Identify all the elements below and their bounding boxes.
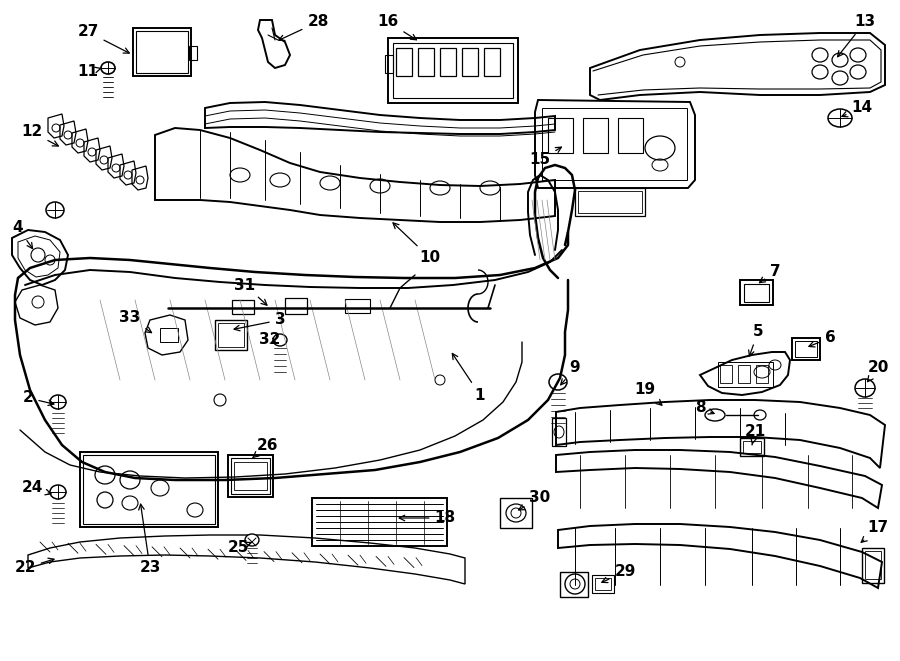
Bar <box>312 498 447 546</box>
Text: 32: 32 <box>259 332 281 348</box>
Bar <box>285 298 307 314</box>
Bar <box>136 31 188 73</box>
Text: 27: 27 <box>77 24 130 53</box>
Ellipse shape <box>46 202 64 218</box>
Bar <box>595 578 611 590</box>
Bar <box>560 572 588 597</box>
Ellipse shape <box>245 534 259 546</box>
Text: 30: 30 <box>518 490 551 510</box>
Bar <box>218 323 244 347</box>
Bar <box>552 418 566 446</box>
Text: 13: 13 <box>838 15 876 57</box>
Bar <box>396 48 412 76</box>
Bar <box>795 341 817 357</box>
Text: 8: 8 <box>695 401 714 416</box>
Bar <box>133 28 191 76</box>
Bar <box>234 462 267 490</box>
Bar <box>80 452 218 527</box>
Bar <box>231 458 270 494</box>
Text: 25: 25 <box>228 541 251 555</box>
Ellipse shape <box>101 62 115 74</box>
Bar <box>345 299 370 313</box>
Text: 23: 23 <box>139 504 161 576</box>
Bar <box>440 48 456 76</box>
Text: 28: 28 <box>279 15 328 40</box>
Text: 14: 14 <box>842 100 873 117</box>
Text: 3: 3 <box>234 313 285 330</box>
Bar <box>740 438 764 456</box>
Bar <box>575 188 645 216</box>
Text: 1: 1 <box>453 354 485 403</box>
Bar <box>228 455 273 497</box>
Text: 15: 15 <box>529 147 562 167</box>
Text: 21: 21 <box>744 424 766 445</box>
Bar <box>189 46 197 60</box>
Ellipse shape <box>50 485 66 499</box>
Bar <box>462 48 478 76</box>
Text: 2: 2 <box>22 391 54 405</box>
Bar <box>548 118 573 153</box>
Bar <box>862 548 884 583</box>
Bar <box>578 191 642 213</box>
Text: 24: 24 <box>22 481 51 496</box>
Text: 12: 12 <box>22 124 58 146</box>
Bar <box>232 300 254 314</box>
Bar <box>484 48 500 76</box>
Text: 22: 22 <box>14 558 54 576</box>
Text: 26: 26 <box>253 438 279 457</box>
Bar <box>740 280 773 305</box>
Bar <box>865 551 881 579</box>
Text: 31: 31 <box>234 278 267 305</box>
Text: 19: 19 <box>634 383 662 405</box>
Text: 4: 4 <box>13 221 32 249</box>
Ellipse shape <box>855 379 875 397</box>
Text: 33: 33 <box>120 311 151 332</box>
Bar <box>743 441 761 453</box>
Text: 7: 7 <box>760 264 780 283</box>
Bar <box>583 118 608 153</box>
Bar <box>756 365 768 383</box>
Bar <box>720 365 732 383</box>
Text: 10: 10 <box>393 223 441 266</box>
Text: 17: 17 <box>861 520 888 542</box>
Bar <box>385 55 393 73</box>
Text: 16: 16 <box>377 15 417 40</box>
Bar <box>718 362 773 387</box>
Text: 5: 5 <box>749 325 763 356</box>
Bar <box>542 108 687 180</box>
Bar <box>83 455 215 524</box>
Bar <box>738 365 750 383</box>
Ellipse shape <box>273 334 287 346</box>
Bar <box>592 575 614 593</box>
Bar <box>418 48 434 76</box>
Text: 6: 6 <box>809 330 835 347</box>
Ellipse shape <box>549 374 567 390</box>
Ellipse shape <box>828 109 852 127</box>
Text: 18: 18 <box>400 510 455 525</box>
Text: 11: 11 <box>77 65 102 79</box>
Bar <box>500 498 532 528</box>
Text: 9: 9 <box>561 360 581 385</box>
Bar <box>388 38 518 103</box>
Bar <box>160 328 178 342</box>
Ellipse shape <box>50 395 66 409</box>
Bar <box>744 284 769 302</box>
Text: 20: 20 <box>868 360 888 381</box>
Bar <box>393 43 513 98</box>
Bar <box>215 320 247 350</box>
Bar <box>618 118 643 153</box>
Bar <box>792 338 820 360</box>
Text: 29: 29 <box>602 564 635 582</box>
